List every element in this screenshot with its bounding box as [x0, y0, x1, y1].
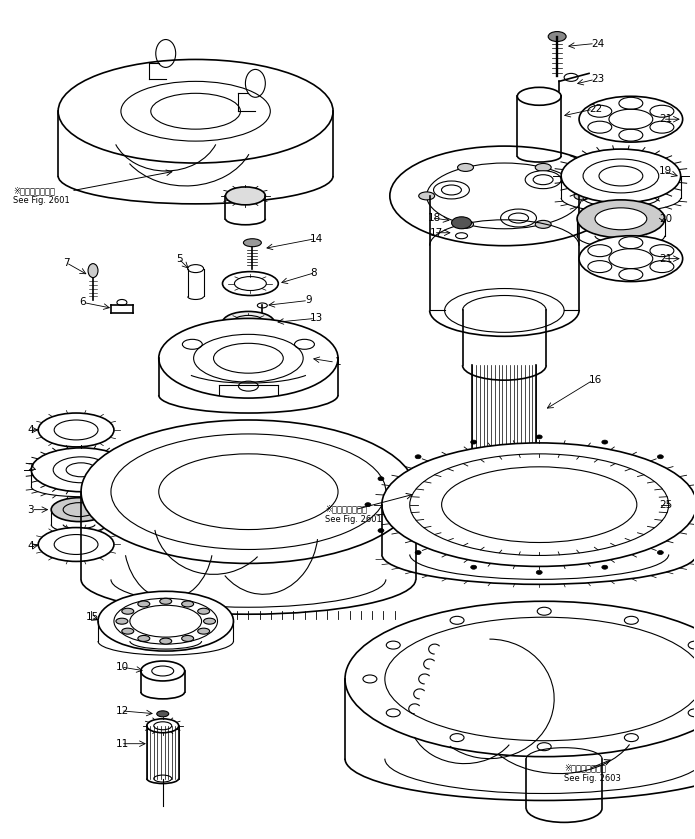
Ellipse shape	[390, 146, 619, 246]
Ellipse shape	[141, 661, 185, 681]
Text: 3: 3	[27, 504, 34, 514]
Ellipse shape	[418, 192, 434, 200]
Text: 4: 4	[27, 425, 34, 435]
Ellipse shape	[455, 232, 468, 239]
Text: 24: 24	[591, 39, 604, 49]
Ellipse shape	[579, 236, 682, 282]
Ellipse shape	[365, 503, 371, 507]
Ellipse shape	[222, 311, 275, 333]
Ellipse shape	[98, 591, 234, 651]
Ellipse shape	[452, 216, 471, 229]
Text: 21: 21	[659, 253, 672, 263]
Ellipse shape	[599, 166, 643, 186]
Ellipse shape	[535, 221, 551, 228]
Ellipse shape	[602, 565, 607, 569]
Ellipse shape	[517, 87, 561, 105]
Ellipse shape	[579, 96, 682, 142]
Ellipse shape	[345, 602, 695, 757]
Ellipse shape	[147, 719, 179, 732]
Text: 2: 2	[27, 463, 34, 473]
Text: ※２６０１図参照
See Fig. 2601: ※２６０１図参照 See Fig. 2601	[13, 186, 70, 206]
Ellipse shape	[213, 343, 284, 373]
Ellipse shape	[51, 498, 107, 522]
Ellipse shape	[535, 164, 551, 171]
Ellipse shape	[415, 455, 421, 459]
Ellipse shape	[181, 601, 194, 607]
Ellipse shape	[595, 208, 647, 230]
Text: 22: 22	[589, 104, 603, 114]
Ellipse shape	[457, 164, 473, 171]
Ellipse shape	[548, 32, 566, 41]
Ellipse shape	[138, 635, 150, 642]
Ellipse shape	[243, 239, 261, 247]
Ellipse shape	[130, 605, 202, 637]
Ellipse shape	[160, 638, 172, 644]
Text: 18: 18	[427, 213, 441, 223]
Ellipse shape	[58, 60, 333, 163]
Ellipse shape	[525, 170, 561, 189]
Ellipse shape	[158, 319, 338, 398]
Text: 6: 6	[79, 298, 85, 307]
Text: 17: 17	[430, 227, 443, 237]
Ellipse shape	[66, 463, 96, 477]
Text: 7: 7	[63, 258, 70, 268]
Ellipse shape	[657, 455, 663, 459]
Text: ※２６０３図参照
See Fig. 2603: ※２６０３図参照 See Fig. 2603	[564, 763, 621, 783]
Ellipse shape	[378, 529, 384, 533]
Text: 10: 10	[116, 662, 129, 672]
Ellipse shape	[561, 149, 680, 203]
Ellipse shape	[382, 443, 695, 566]
Ellipse shape	[197, 608, 210, 614]
Ellipse shape	[188, 264, 204, 273]
Ellipse shape	[122, 628, 133, 634]
Ellipse shape	[31, 448, 131, 492]
Ellipse shape	[225, 187, 265, 205]
Text: 15: 15	[86, 612, 99, 623]
Ellipse shape	[204, 618, 215, 624]
Ellipse shape	[537, 571, 542, 575]
Ellipse shape	[434, 181, 469, 199]
Text: 12: 12	[116, 706, 129, 716]
Text: 19: 19	[659, 166, 672, 176]
Ellipse shape	[577, 200, 664, 237]
Ellipse shape	[537, 435, 542, 439]
Text: 20: 20	[659, 214, 672, 224]
Text: 16: 16	[589, 375, 603, 385]
Ellipse shape	[181, 635, 194, 642]
Ellipse shape	[415, 550, 421, 555]
Text: 23: 23	[591, 75, 604, 85]
Ellipse shape	[471, 440, 477, 444]
Ellipse shape	[378, 477, 384, 481]
Ellipse shape	[38, 413, 114, 447]
Text: 13: 13	[310, 314, 323, 323]
Ellipse shape	[574, 192, 590, 200]
Ellipse shape	[500, 209, 537, 227]
Text: ※２６０１図参照
See Fig. 2601: ※２６０１図参照 See Fig. 2601	[325, 504, 382, 524]
Text: 5: 5	[176, 253, 182, 263]
Text: 14: 14	[310, 234, 323, 243]
Text: 1: 1	[335, 357, 342, 367]
Ellipse shape	[657, 550, 663, 555]
Ellipse shape	[88, 263, 98, 278]
Ellipse shape	[602, 440, 607, 444]
Ellipse shape	[222, 272, 278, 295]
Ellipse shape	[138, 601, 150, 607]
Text: 11: 11	[116, 738, 129, 748]
Text: 8: 8	[310, 268, 317, 278]
Ellipse shape	[457, 221, 473, 228]
Ellipse shape	[257, 303, 268, 308]
Ellipse shape	[38, 528, 114, 561]
Ellipse shape	[160, 598, 172, 604]
Ellipse shape	[471, 565, 477, 569]
Ellipse shape	[116, 618, 128, 624]
Text: 9: 9	[305, 295, 312, 305]
Text: 25: 25	[659, 500, 672, 509]
Ellipse shape	[81, 420, 416, 564]
Ellipse shape	[197, 628, 210, 634]
Ellipse shape	[122, 608, 133, 614]
Ellipse shape	[157, 711, 169, 717]
Text: 21: 21	[659, 114, 672, 124]
Text: 4: 4	[27, 541, 34, 551]
